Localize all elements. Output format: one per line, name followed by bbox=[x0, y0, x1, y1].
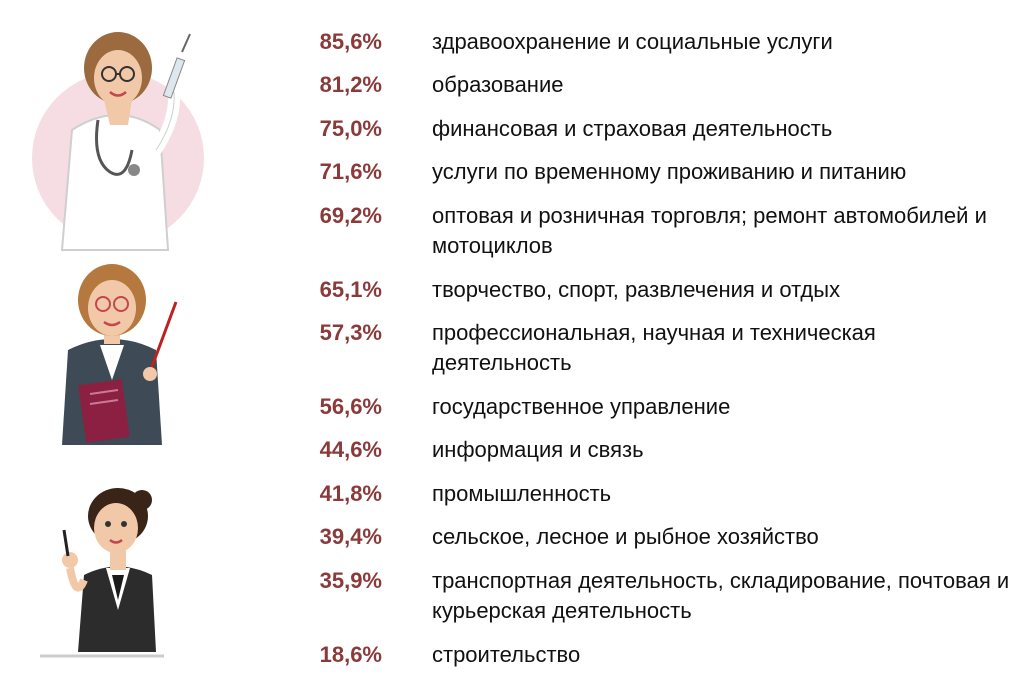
percent-value: 41,8% bbox=[319, 481, 382, 506]
category-label: строительство bbox=[432, 642, 581, 667]
category-label: государственное управление bbox=[432, 394, 731, 419]
percent-value: 69,2% bbox=[319, 203, 382, 228]
category-label: транспортная деятельность, складирование… bbox=[432, 568, 1010, 623]
office-worker-figure-icon bbox=[40, 488, 164, 658]
percent-value: 56,6% bbox=[319, 394, 382, 419]
percent-value: 85,6% bbox=[319, 29, 382, 54]
percent-value: 35,9% bbox=[319, 568, 382, 593]
category-label: услуги по временному проживанию и питани… bbox=[432, 159, 907, 184]
category-label: сельское, лесное и рыбное хозяйство bbox=[432, 524, 819, 549]
percent-value: 75,0% bbox=[319, 116, 382, 141]
illustrations bbox=[0, 0, 260, 685]
percent-value: 18,6% bbox=[319, 642, 382, 667]
category-label: информация и связь bbox=[432, 437, 644, 462]
percent-value: 44,6% bbox=[319, 437, 382, 462]
percent-value: 39,4% bbox=[319, 524, 382, 549]
percent-value: 71,6% bbox=[319, 159, 382, 184]
percent-value: 81,2% bbox=[319, 72, 382, 97]
percent-value: 57,3% bbox=[319, 320, 382, 345]
doctor-figure-icon bbox=[32, 32, 204, 251]
category-label: здравоохранение и социальные услуги bbox=[432, 29, 833, 54]
category-label: образование bbox=[432, 72, 564, 97]
category-label: финансовая и страховая деятельность bbox=[432, 116, 833, 141]
category-label: промышленность bbox=[432, 481, 612, 506]
teacher-figure-icon bbox=[62, 264, 178, 445]
category-label: профессиональная, научная и техническая … bbox=[432, 320, 876, 375]
percent-value: 65,1% bbox=[319, 277, 382, 302]
category-label: творчество, спорт, развлечения и отдых bbox=[432, 277, 841, 302]
category-label: оптовая и розничная торговля; ремонт авт… bbox=[432, 203, 987, 258]
